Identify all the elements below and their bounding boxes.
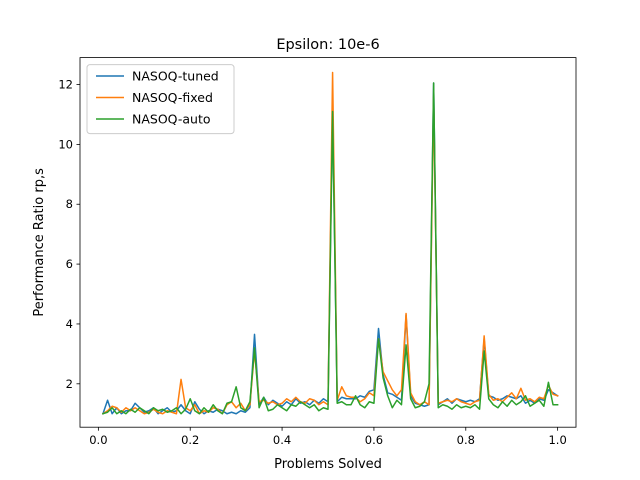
y-tick-label: 12 [58, 78, 73, 92]
x-tick-label: 0.2 [181, 433, 199, 447]
x-tick-label: 1.0 [548, 433, 566, 447]
legend-items: NASOQ-tuned NASOQ-fixed NASOQ-auto [96, 69, 219, 127]
legend-frame [86, 64, 235, 135]
y-tick-label: 8 [66, 197, 73, 211]
x-tick-label: 0.6 [365, 433, 383, 447]
legend-label-nasoq-tuned: NASOQ-tuned [132, 69, 219, 84]
x-axis-ticks: 0.0 0.2 0.4 0.6 0.8 1.0 [89, 427, 567, 447]
y-tick-label: 2 [66, 377, 73, 391]
x-tick-label: 0.8 [457, 433, 475, 447]
x-tick-label: 0.4 [273, 433, 291, 447]
legend-label-nasoq-auto: NASOQ-auto [132, 112, 211, 127]
y-axis-ticks: 2 4 6 8 10 12 [58, 78, 80, 391]
series-layer [101, 71, 559, 415]
y-tick-label: 4 [66, 317, 73, 331]
legend: NASOQ-tuned NASOQ-fixed NASOQ-auto [86, 64, 235, 135]
y-tick-label: 10 [58, 137, 73, 151]
plot-frame [79, 57, 577, 428]
series-line-nasoq-auto [102, 82, 559, 415]
legend-label-nasoq-fixed: NASOQ-fixed [132, 90, 213, 105]
chart-title: Epsilon: 10e-6 [276, 37, 379, 53]
x-axis-label: Problems Solved [274, 457, 382, 472]
y-tick-label: 6 [66, 257, 73, 271]
x-tick-label: 0.0 [89, 433, 107, 447]
y-axis-label: Performance Ratio rp,s [32, 168, 47, 317]
